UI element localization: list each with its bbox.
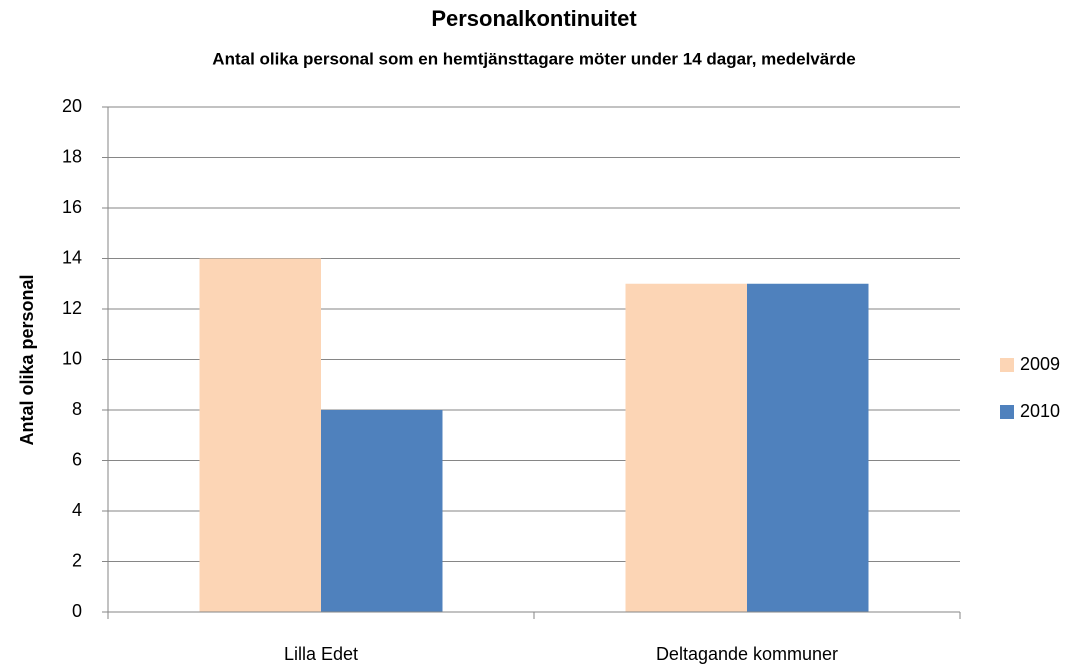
chart-subtitle: Antal olika personal som en hemtjänsttag…	[212, 49, 855, 68]
y-tick-label: 4	[72, 500, 82, 520]
y-tick-label: 8	[72, 399, 82, 419]
chart-title: Personalkontinuitet	[431, 6, 637, 31]
bar	[625, 283, 747, 612]
y-tick-label: 0	[72, 601, 82, 621]
legend-swatch	[1000, 358, 1014, 372]
y-tick-label: 14	[62, 247, 82, 267]
legend-label: 2010	[1020, 401, 1060, 421]
x-tick-label: Deltagande kommuner	[656, 644, 838, 664]
y-tick-label: 2	[72, 550, 82, 570]
y-axis-label: Antal olika personal	[17, 274, 37, 445]
legend-label: 2009	[1020, 354, 1060, 374]
y-tick-label: 6	[72, 449, 82, 469]
bar	[321, 410, 443, 612]
y-tick-label: 12	[62, 298, 82, 318]
y-tick-label: 10	[62, 348, 82, 368]
bar	[199, 258, 321, 612]
y-tick-label: 18	[62, 146, 82, 166]
legend-swatch	[1000, 405, 1014, 419]
y-tick-label: 20	[62, 96, 82, 116]
y-tick-label: 16	[62, 197, 82, 217]
bar	[747, 283, 869, 612]
x-tick-label: Lilla Edet	[284, 644, 358, 664]
